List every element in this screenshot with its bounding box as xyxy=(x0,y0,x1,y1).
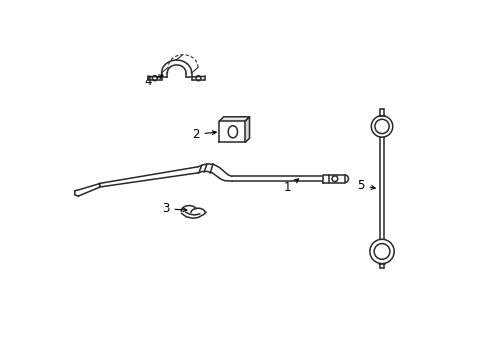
Text: 1: 1 xyxy=(283,179,298,194)
Polygon shape xyxy=(219,121,244,143)
Polygon shape xyxy=(244,117,249,143)
Text: 3: 3 xyxy=(162,202,186,215)
Polygon shape xyxy=(219,117,249,121)
Polygon shape xyxy=(380,125,383,128)
Text: 5: 5 xyxy=(356,179,374,192)
Polygon shape xyxy=(323,175,344,183)
Polygon shape xyxy=(75,184,100,196)
Text: 2: 2 xyxy=(192,128,216,141)
Text: 4: 4 xyxy=(144,75,163,88)
